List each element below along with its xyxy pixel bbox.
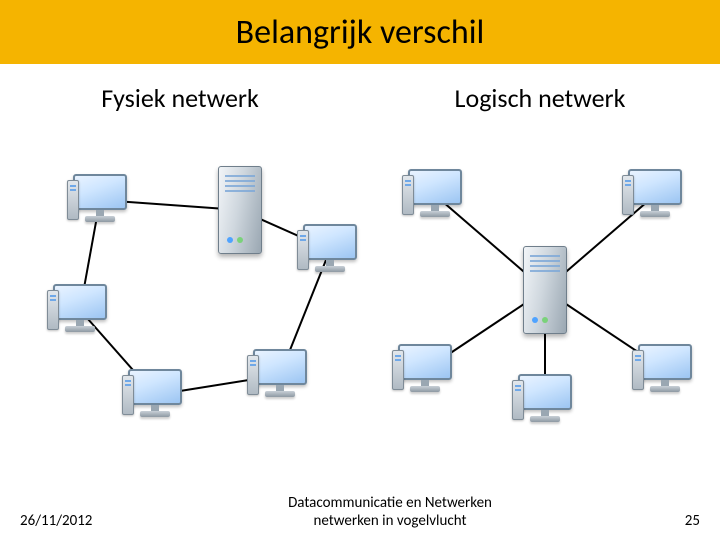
computer-icon — [396, 344, 454, 396]
computer-icon — [51, 284, 109, 336]
diagram-area — [0, 140, 720, 480]
footer-line2: netwerken in vogelvlucht — [130, 512, 650, 530]
column-headings: Fysiek netwerk Logisch netwerk — [0, 82, 720, 114]
server-icon — [218, 166, 262, 254]
computer-icon — [301, 224, 359, 276]
physical-network-diagram — [40, 140, 370, 440]
footer-line1: Datacommunicatie en Netwerken — [130, 494, 650, 512]
footer-date: 26/11/2012 — [20, 512, 130, 530]
footer-page-number: 25 — [650, 512, 700, 530]
slide-footer: 26/11/2012 Datacommunicatie en Netwerken… — [0, 494, 720, 530]
computer-icon — [516, 374, 574, 426]
right-heading: Logisch netwerk — [360, 82, 720, 114]
computer-icon — [626, 169, 684, 221]
left-heading: Fysiek netwerk — [0, 82, 360, 114]
title-bar: Belangrijk verschil — [0, 0, 720, 64]
server-icon — [523, 246, 567, 334]
computer-icon — [406, 169, 464, 221]
computer-icon — [71, 174, 129, 226]
computer-icon — [126, 369, 184, 421]
slide-title: Belangrijk verschil — [236, 12, 485, 53]
logical-network-diagram — [380, 140, 710, 440]
computer-icon — [251, 349, 309, 401]
footer-subtitle: Datacommunicatie en Netwerken netwerken … — [130, 494, 650, 530]
computer-icon — [636, 344, 694, 396]
